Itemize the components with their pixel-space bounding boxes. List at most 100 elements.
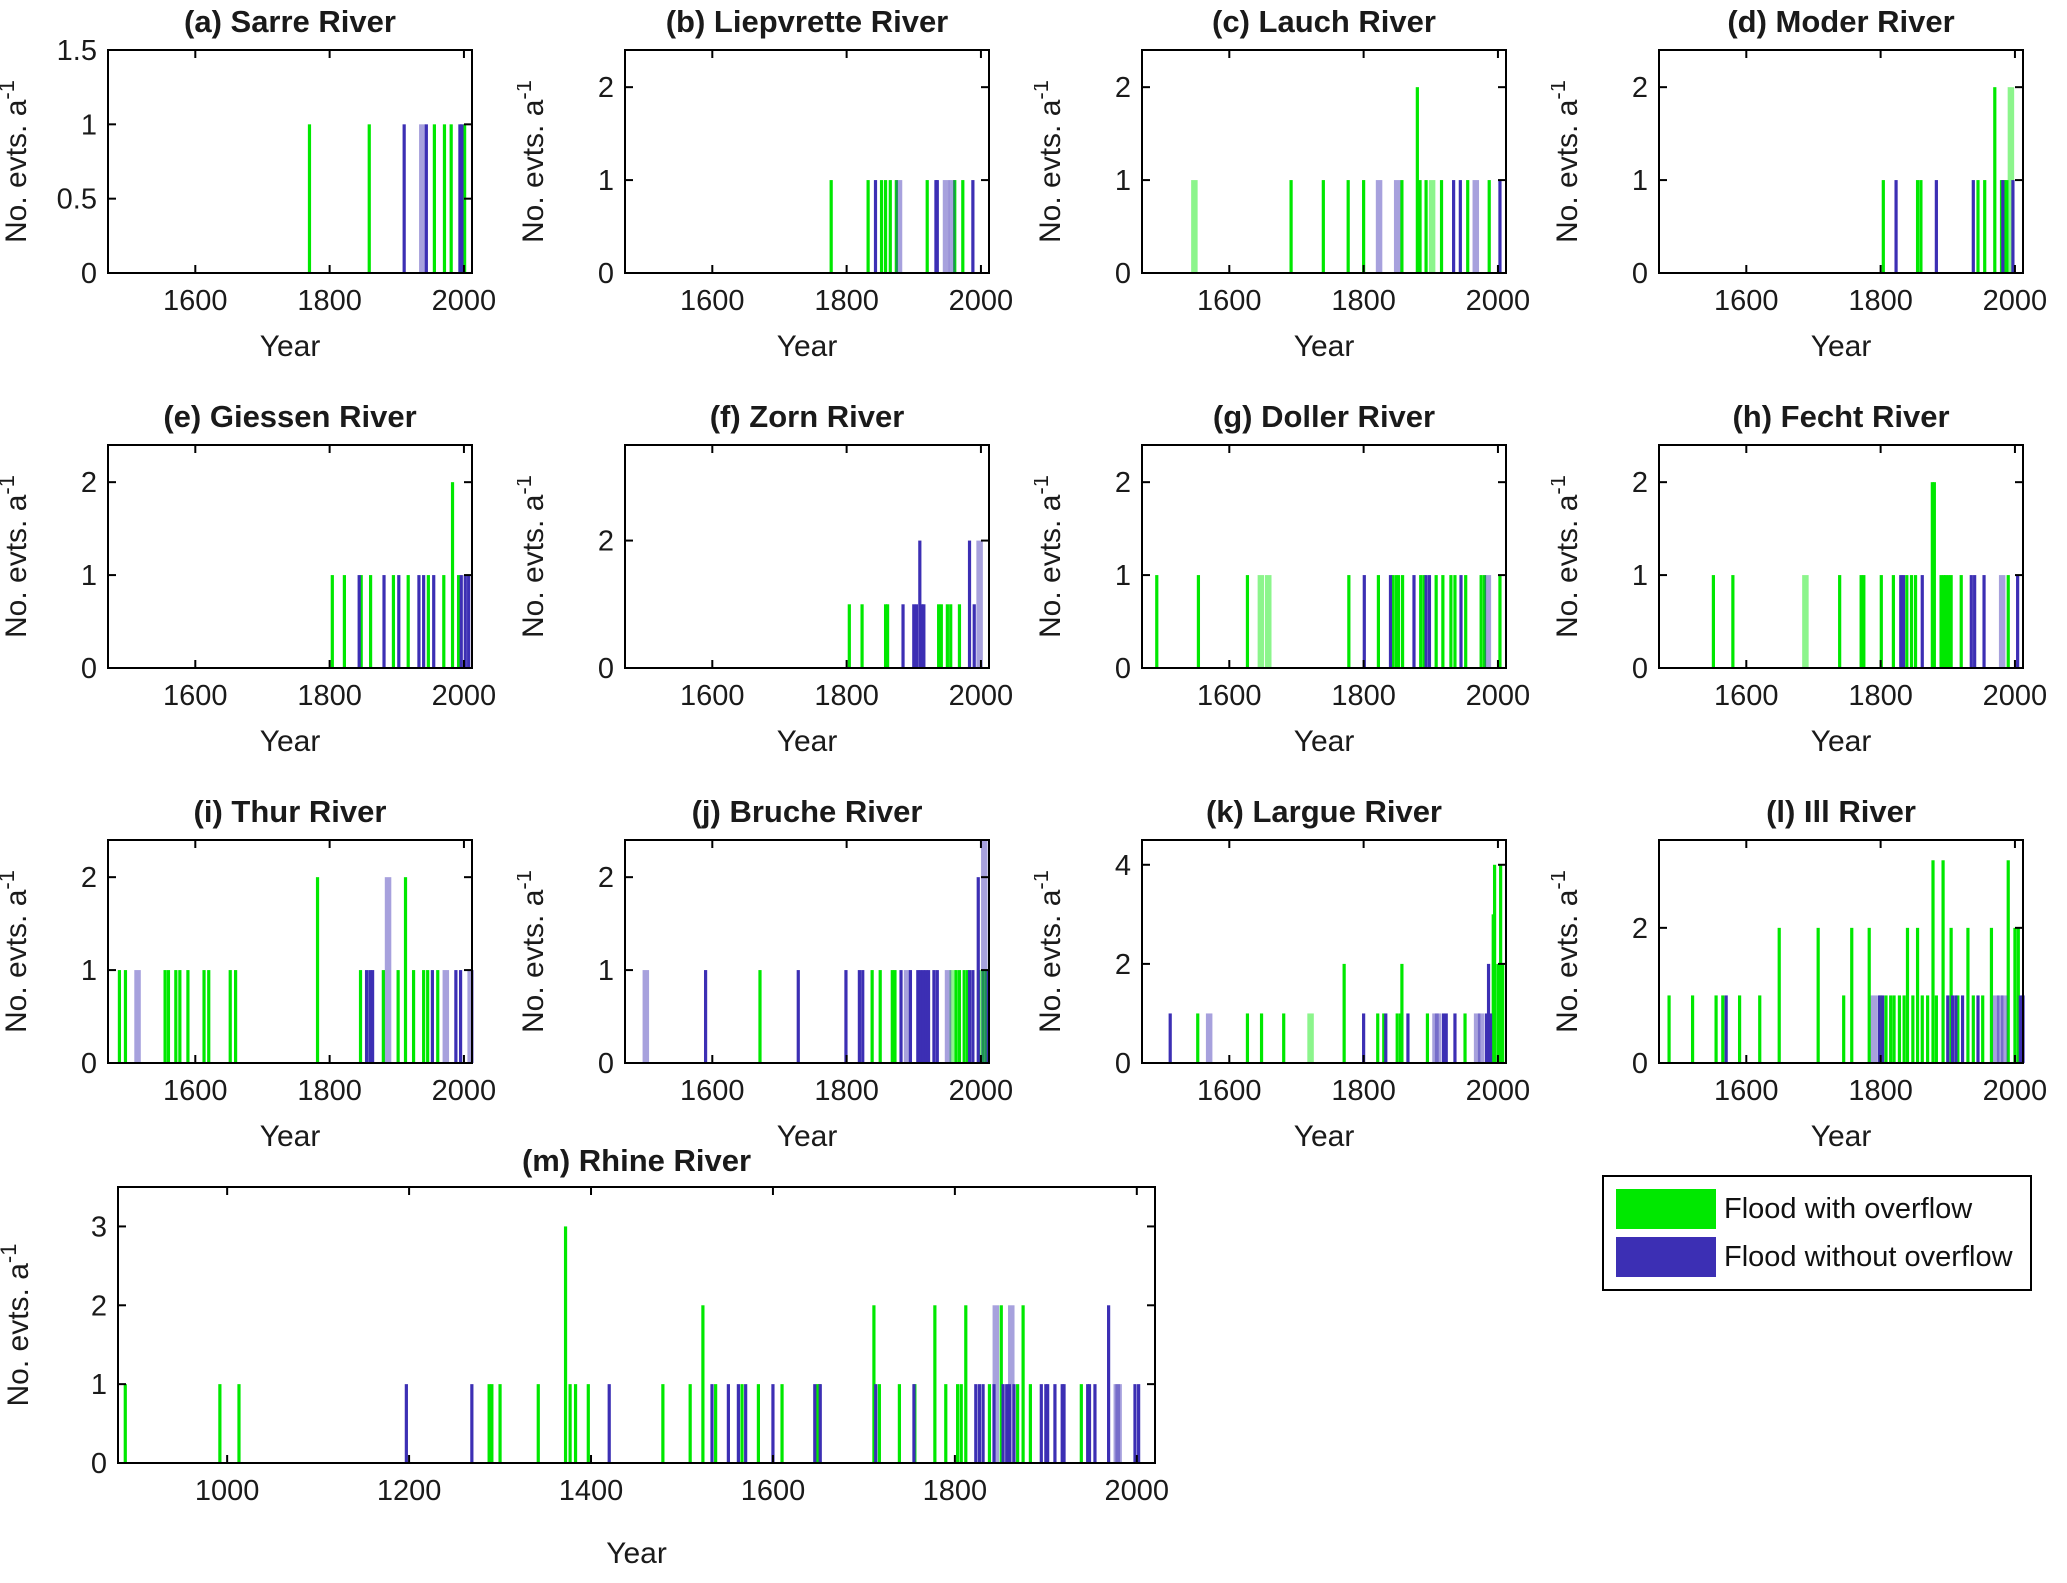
event-bar-green [925,180,929,273]
event-bar-green [1891,575,1895,668]
event-bar-green [403,877,408,1063]
y-tick-label: 1 [598,165,614,197]
event-bar-blue [1969,575,1973,668]
event-bar-green [1479,575,1483,668]
event-bar-blue [1486,963,1491,1063]
event-bar-blue [736,1384,740,1463]
x-tick-label: 1200 [377,1475,442,1507]
event-bar-blue [1046,1384,1050,1463]
subplot-slot-l: 1600 1800 2000 0 2 (l) Ill River Year No. evts.… [1545,790,2067,1186]
x-tick-label: 1600 [1714,680,1779,712]
event-bar-blue [1971,180,1975,273]
y-axis-label: No. evts. a-1 [1551,870,1584,1033]
event-bar-green [949,970,956,1063]
event-bar-green [1424,180,1428,273]
event-bar-blue [903,970,911,1063]
event-bar-green [661,1384,665,1463]
x-tick-label: 1800 [923,1475,988,1507]
event-bar-green [490,1384,494,1463]
event-bar-green [872,1305,876,1463]
event-bar-green [1259,1013,1264,1063]
x-tick-label: 2000 [432,285,497,317]
event-bar-green [1453,575,1457,668]
event-bar-green [1690,995,1695,1063]
event-bar-blue [992,1384,996,1463]
event-bar-green [1721,995,1725,1063]
y-tick-label: 0 [598,258,614,290]
x-tick-label: 1600 [680,285,745,317]
event-bar-blue [1005,1384,1009,1463]
event-bar-blue [935,970,939,1063]
event-bar-green [368,575,373,668]
x-tick-label: 1800 [1331,285,1396,317]
event-bar-green [956,1384,960,1463]
y-tick-label: 1 [1115,165,1131,197]
subplot-title: (f) Zorn River [710,399,905,434]
y-axis-label: No. evts. a-1 [1034,80,1067,243]
event-bar-green [1400,963,1404,1063]
event-bar-blue [922,604,926,668]
x-tick-label: 1600 [741,1475,806,1507]
event-bar-green [1976,180,1980,273]
subplot-title: (h) Fecht River [1732,399,1949,434]
event-bar-green [1396,575,1401,668]
event-bar-blue [454,970,458,1063]
event-bar-blue [1459,575,1463,668]
event-bar-green [406,575,410,668]
event-bar-green [1021,1305,1025,1463]
legend-swatch-without-overflow [1616,1237,1716,1277]
y-tick-label: 2 [1632,467,1648,499]
event-bar-blue [1473,1013,1481,1063]
y-tick-label: 2 [598,526,614,558]
x-axis-label: Year [1811,1120,1872,1153]
event-bar-blue [1484,575,1492,668]
event-bar-green [1971,995,1975,1063]
x-tick-label: 2000 [949,680,1014,712]
x-tick-label: 1800 [1848,285,1913,317]
event-bar-green [1382,1013,1386,1063]
event-bar-green [237,1384,241,1463]
event-bar-green [1842,995,1846,1063]
event-bar-blue [1406,1013,1410,1063]
event-bar-blue [2018,995,2022,1063]
event-bar-blue [460,124,464,273]
event-bar-green [330,575,334,668]
event-bar-green [174,970,178,1063]
event-bar-blue [1060,1384,1064,1463]
event-bar-blue [710,1384,714,1463]
event-bar-blue [1133,1384,1137,1463]
event-bar-green [163,970,167,1063]
event-bar-green [897,1384,901,1463]
axis-box [117,1186,1156,1464]
event-bar-blue [1362,575,1366,668]
x-tick-label: 1800 [814,285,879,317]
event-bar-blue [419,124,426,273]
axis-box [1658,839,2024,1064]
event-bar-green [2016,927,2020,1063]
event-bar-green [959,1384,963,1463]
event-bar-green [1714,995,1718,1063]
subplot-j: 1600 1800 2000 0 1 2 (j) Bruche River Year No. e… [511,794,1013,1153]
event-bar-green [688,1384,692,1463]
event-bar-green [307,124,312,273]
event-bar-blue [813,1384,817,1463]
event-bar-blue [417,575,421,668]
event-bar-blue [1899,575,1903,668]
subplot-slot-h: 1600 1800 2000 0 1 2 (h) Fecht River Year No. ev… [1545,395,2067,791]
event-bar-green [1881,180,1885,273]
subplot-e: 1600 1800 2000 0 1 2 (e) Giessen River Year No. … [0,399,496,758]
event-bar-green [1196,1013,1200,1063]
event-bar-green [1400,180,1404,273]
event-bar-blue [932,970,936,1063]
y-tick-label: 0 [1115,258,1131,290]
event-bar-green [367,124,371,273]
y-tick-label: 3 [91,1211,107,1243]
event-bar-green [1905,927,1910,1063]
event-bar-blue [1477,1013,1485,1063]
event-bar-green [2007,87,2015,274]
event-bar-blue [912,604,916,668]
event-bar-green [2005,180,2009,273]
event-bar-blue [935,180,939,273]
x-tick-label: 1600 [680,680,745,712]
event-bar-blue [1053,1384,1057,1463]
